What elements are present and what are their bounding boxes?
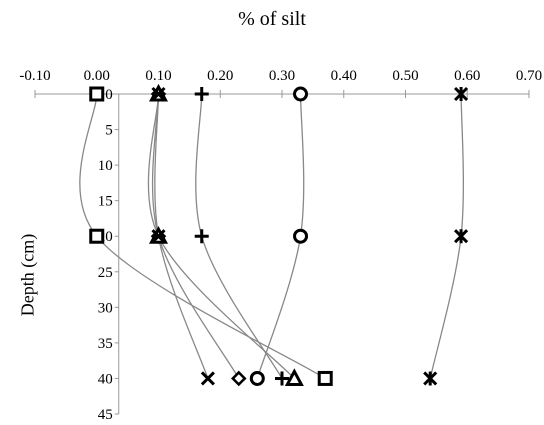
series-line bbox=[79, 93, 326, 379]
chart-title: % of silt bbox=[238, 8, 306, 30]
square-marker bbox=[89, 86, 105, 102]
x-tick-label: 0.60 bbox=[454, 68, 480, 84]
y-tick-label: 35 bbox=[98, 336, 113, 352]
x-tick-label: 0.10 bbox=[145, 68, 171, 84]
triangle-marker bbox=[284, 368, 304, 386]
y-tick-label: 45 bbox=[98, 407, 113, 423]
plus-marker bbox=[275, 371, 289, 386]
x-marker bbox=[151, 86, 166, 102]
y-tick-label: 5 bbox=[105, 123, 113, 139]
x-marker bbox=[200, 371, 215, 386]
circle-marker bbox=[293, 228, 309, 244]
x-marker bbox=[151, 229, 166, 244]
plus-marker bbox=[194, 87, 209, 101]
asterisk-marker bbox=[454, 229, 469, 244]
circle-marker bbox=[249, 370, 265, 386]
series-line bbox=[429, 93, 465, 379]
circle-marker bbox=[293, 86, 309, 102]
x-tick-label: -0.10 bbox=[19, 68, 50, 84]
x-tick-label: 0.00 bbox=[84, 68, 110, 84]
square-marker bbox=[317, 370, 333, 386]
asterisk-marker bbox=[454, 86, 469, 102]
y-tick-label: 25 bbox=[98, 265, 113, 281]
x-tick-label: 0.70 bbox=[516, 68, 542, 84]
square-marker bbox=[89, 228, 105, 244]
asterisk-marker bbox=[423, 371, 438, 386]
y-tick-label: 40 bbox=[98, 371, 113, 387]
y-tick-label: 10 bbox=[98, 158, 113, 174]
diamond-marker bbox=[231, 370, 247, 387]
x-tick-label: 0.50 bbox=[392, 68, 418, 84]
x-tick-label: 0.40 bbox=[331, 68, 357, 84]
x-tick-label: 0.30 bbox=[269, 68, 295, 84]
y-tick-label: 15 bbox=[98, 194, 113, 210]
y-tick-label: 30 bbox=[98, 300, 113, 316]
y-tick-label: 0 bbox=[105, 87, 113, 103]
x-tick-label: 0.20 bbox=[207, 68, 233, 84]
plus-marker bbox=[194, 229, 209, 244]
